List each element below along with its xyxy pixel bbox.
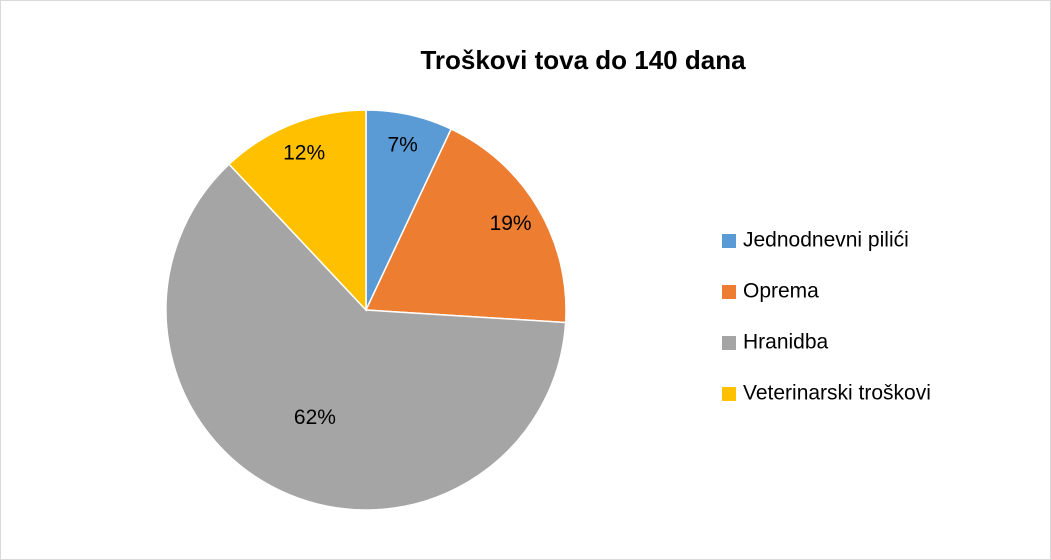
data-label: 7%	[387, 134, 417, 157]
legend-swatch	[722, 234, 736, 248]
data-label: 19%	[490, 212, 532, 235]
pie-slice	[228, 109, 367, 312]
chart-title: Troškovi tova do 140 dana	[420, 45, 746, 75]
legend-label: Hranidba	[743, 331, 829, 354]
legend-swatch	[722, 387, 736, 401]
legend-swatch	[722, 285, 736, 299]
legend-label: Oprema	[743, 280, 819, 303]
legend-swatch	[722, 336, 736, 350]
data-label: 12%	[283, 141, 325, 164]
pie-slice	[364, 128, 567, 324]
pie-slice	[165, 163, 567, 511]
data-label: 62%	[294, 406, 336, 429]
legend-label: Veterinarski troškovi	[743, 382, 931, 405]
legend-label: Jednodnevni pilići	[743, 229, 909, 252]
